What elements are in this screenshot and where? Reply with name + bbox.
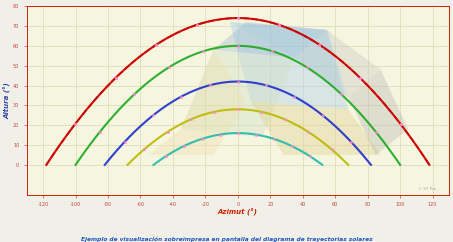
Text: Ejemplo de visualización sobreimpresa en pantalla del diagrama de trayectorias s: Ejemplo de visualización sobreimpresa en… — [81, 236, 372, 242]
Polygon shape — [348, 70, 408, 155]
Polygon shape — [251, 101, 381, 155]
Polygon shape — [213, 22, 327, 58]
Polygon shape — [181, 50, 294, 137]
Polygon shape — [149, 50, 246, 155]
Y-axis label: Altura (°): Altura (°) — [4, 82, 12, 119]
Polygon shape — [294, 30, 381, 97]
X-axis label: Azimut (°): Azimut (°) — [218, 209, 258, 216]
Polygon shape — [230, 22, 348, 97]
Text: © ST Pro: © ST Pro — [418, 187, 436, 191]
Polygon shape — [230, 22, 348, 109]
